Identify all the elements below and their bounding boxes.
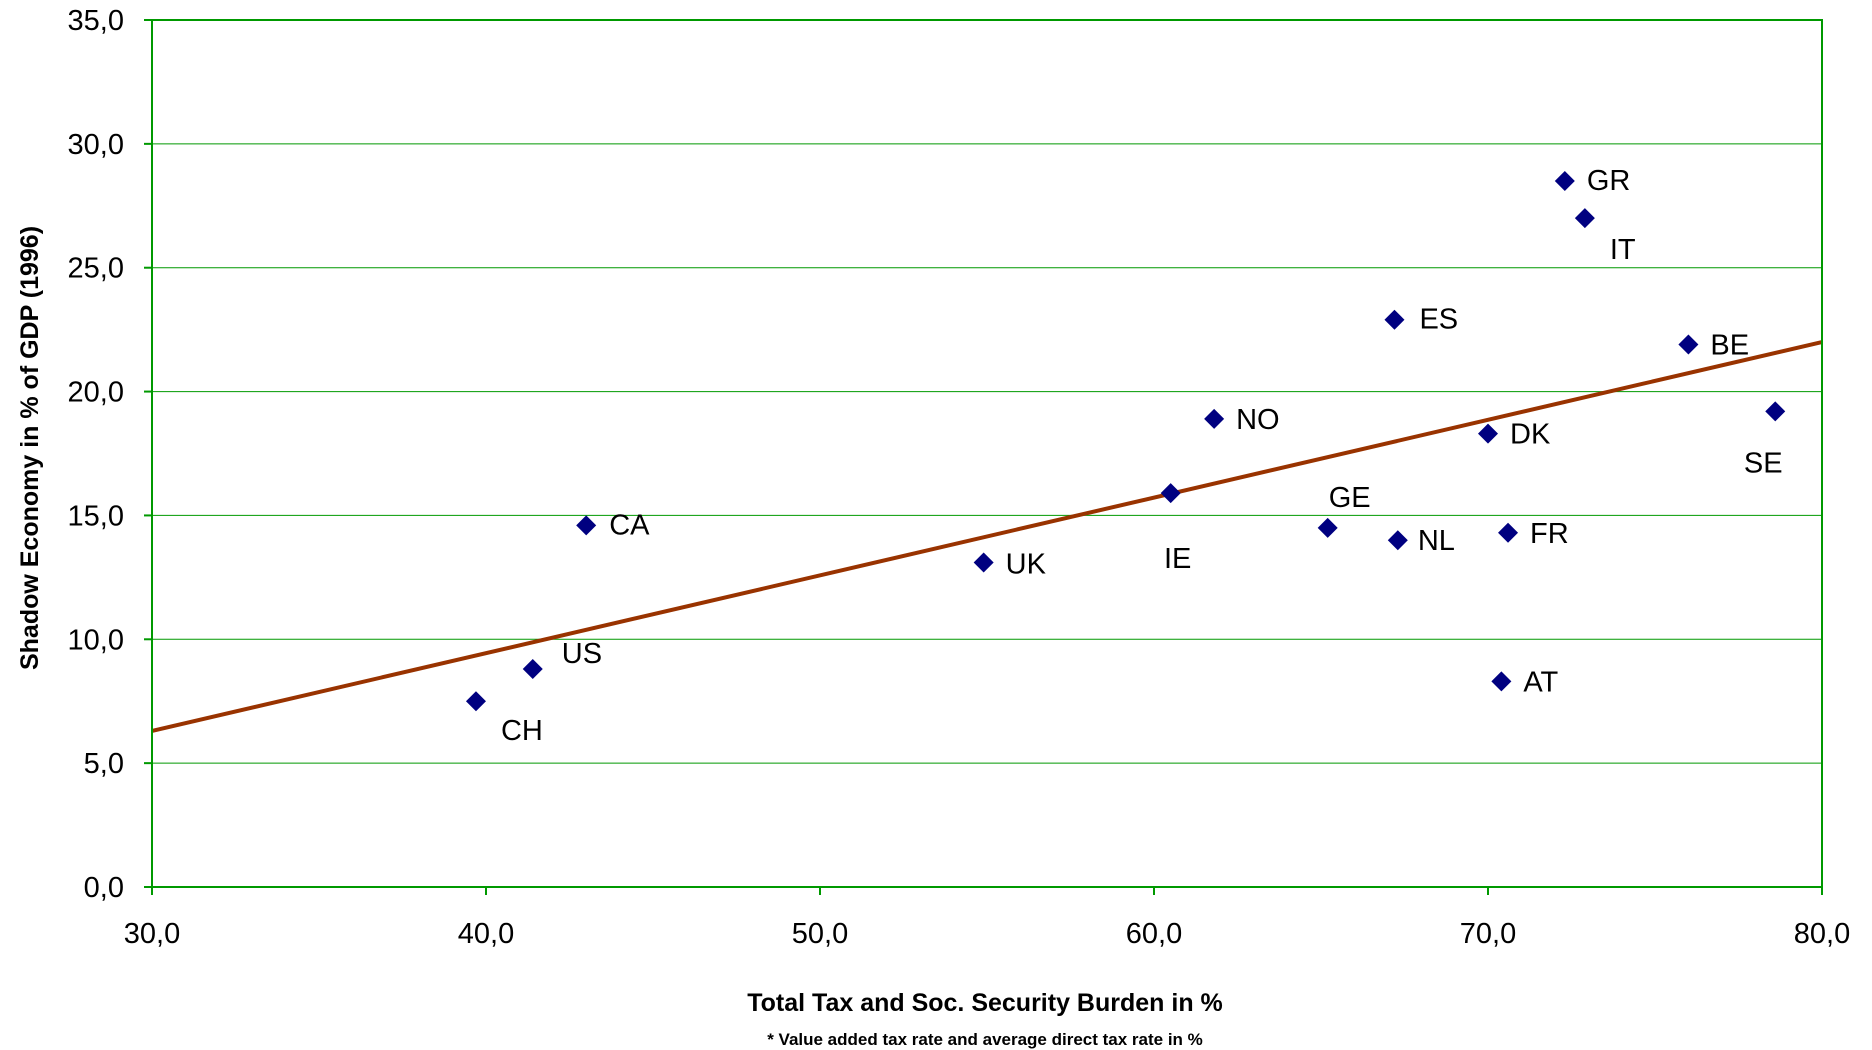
data-point-be — [1678, 334, 1699, 355]
point-label-ca: CA — [609, 509, 650, 541]
x-tick-label: 70,0 — [1460, 918, 1516, 950]
y-tick-label: 30,0 — [68, 129, 124, 161]
point-label-es: ES — [1419, 304, 1458, 336]
plot-area-border — [151, 19, 1823, 888]
point-label-dk: DK — [1510, 419, 1551, 451]
data-point-ch — [465, 691, 486, 712]
footnote: * Value added tax rate and average direc… — [767, 1030, 1203, 1049]
point-label-uk: UK — [1006, 548, 1047, 580]
data-point-fr — [1498, 522, 1519, 543]
data-point-se — [1765, 401, 1786, 422]
point-label-it: IT — [1610, 234, 1636, 266]
data-point-us — [522, 659, 543, 680]
y-tick-label: 35,0 — [68, 5, 124, 37]
data-points — [465, 171, 1786, 712]
point-labels: CH US CA UK IE NO GE ES NL DK AT FR GR IT BE SE — [501, 165, 1783, 747]
data-point-es — [1384, 309, 1405, 330]
point-label-be: BE — [1710, 330, 1749, 362]
point-label-us: US — [562, 638, 602, 670]
point-label-ie: IE — [1164, 543, 1191, 575]
data-point-at — [1491, 671, 1512, 692]
x-tick-label: 50,0 — [792, 918, 848, 950]
data-point-ge — [1317, 517, 1338, 538]
y-tick-label: 20,0 — [68, 377, 124, 409]
point-label-no: NO — [1236, 404, 1280, 436]
grid — [152, 19, 1822, 764]
y-tick-label: 25,0 — [68, 253, 124, 285]
y-tick-label: 10,0 — [68, 624, 124, 656]
axes: 0,0 5,0 10,0 15,0 20,0 25,0 30,0 35,0 30,0 40,0 50… — [68, 5, 1851, 950]
data-point-gr — [1554, 171, 1575, 192]
point-label-nl: NL — [1418, 525, 1455, 557]
data-point-no — [1204, 408, 1225, 429]
point-label-se: SE — [1744, 447, 1783, 479]
data-point-it — [1574, 208, 1595, 229]
data-point-ie — [1160, 483, 1181, 504]
y-tick-label: 5,0 — [84, 748, 124, 780]
point-label-ge: GE — [1329, 482, 1371, 514]
trendline — [151, 340, 1823, 733]
data-point-nl — [1387, 530, 1408, 551]
point-label-ch: CH — [501, 715, 543, 747]
x-tick-label: 80,0 — [1794, 918, 1850, 950]
x-tick-label: 30,0 — [124, 918, 180, 950]
point-label-fr: FR — [1530, 518, 1569, 550]
data-point-dk — [1478, 423, 1498, 444]
data-point-ca — [576, 515, 597, 536]
y-tick-label: 15,0 — [68, 500, 124, 532]
data-point-uk — [973, 552, 994, 573]
x-tick-label: 40,0 — [458, 918, 514, 950]
point-label-gr: GR — [1587, 165, 1631, 197]
x-tick-label: 60,0 — [1126, 918, 1182, 950]
x-axis-title: Total Tax and Soc. Security Burden in % — [747, 989, 1223, 1017]
y-axis-title: Shadow Economy in % of GDP (1996) — [16, 226, 44, 670]
point-label-at: AT — [1523, 666, 1558, 698]
y-tick-label: 0,0 — [84, 872, 124, 904]
